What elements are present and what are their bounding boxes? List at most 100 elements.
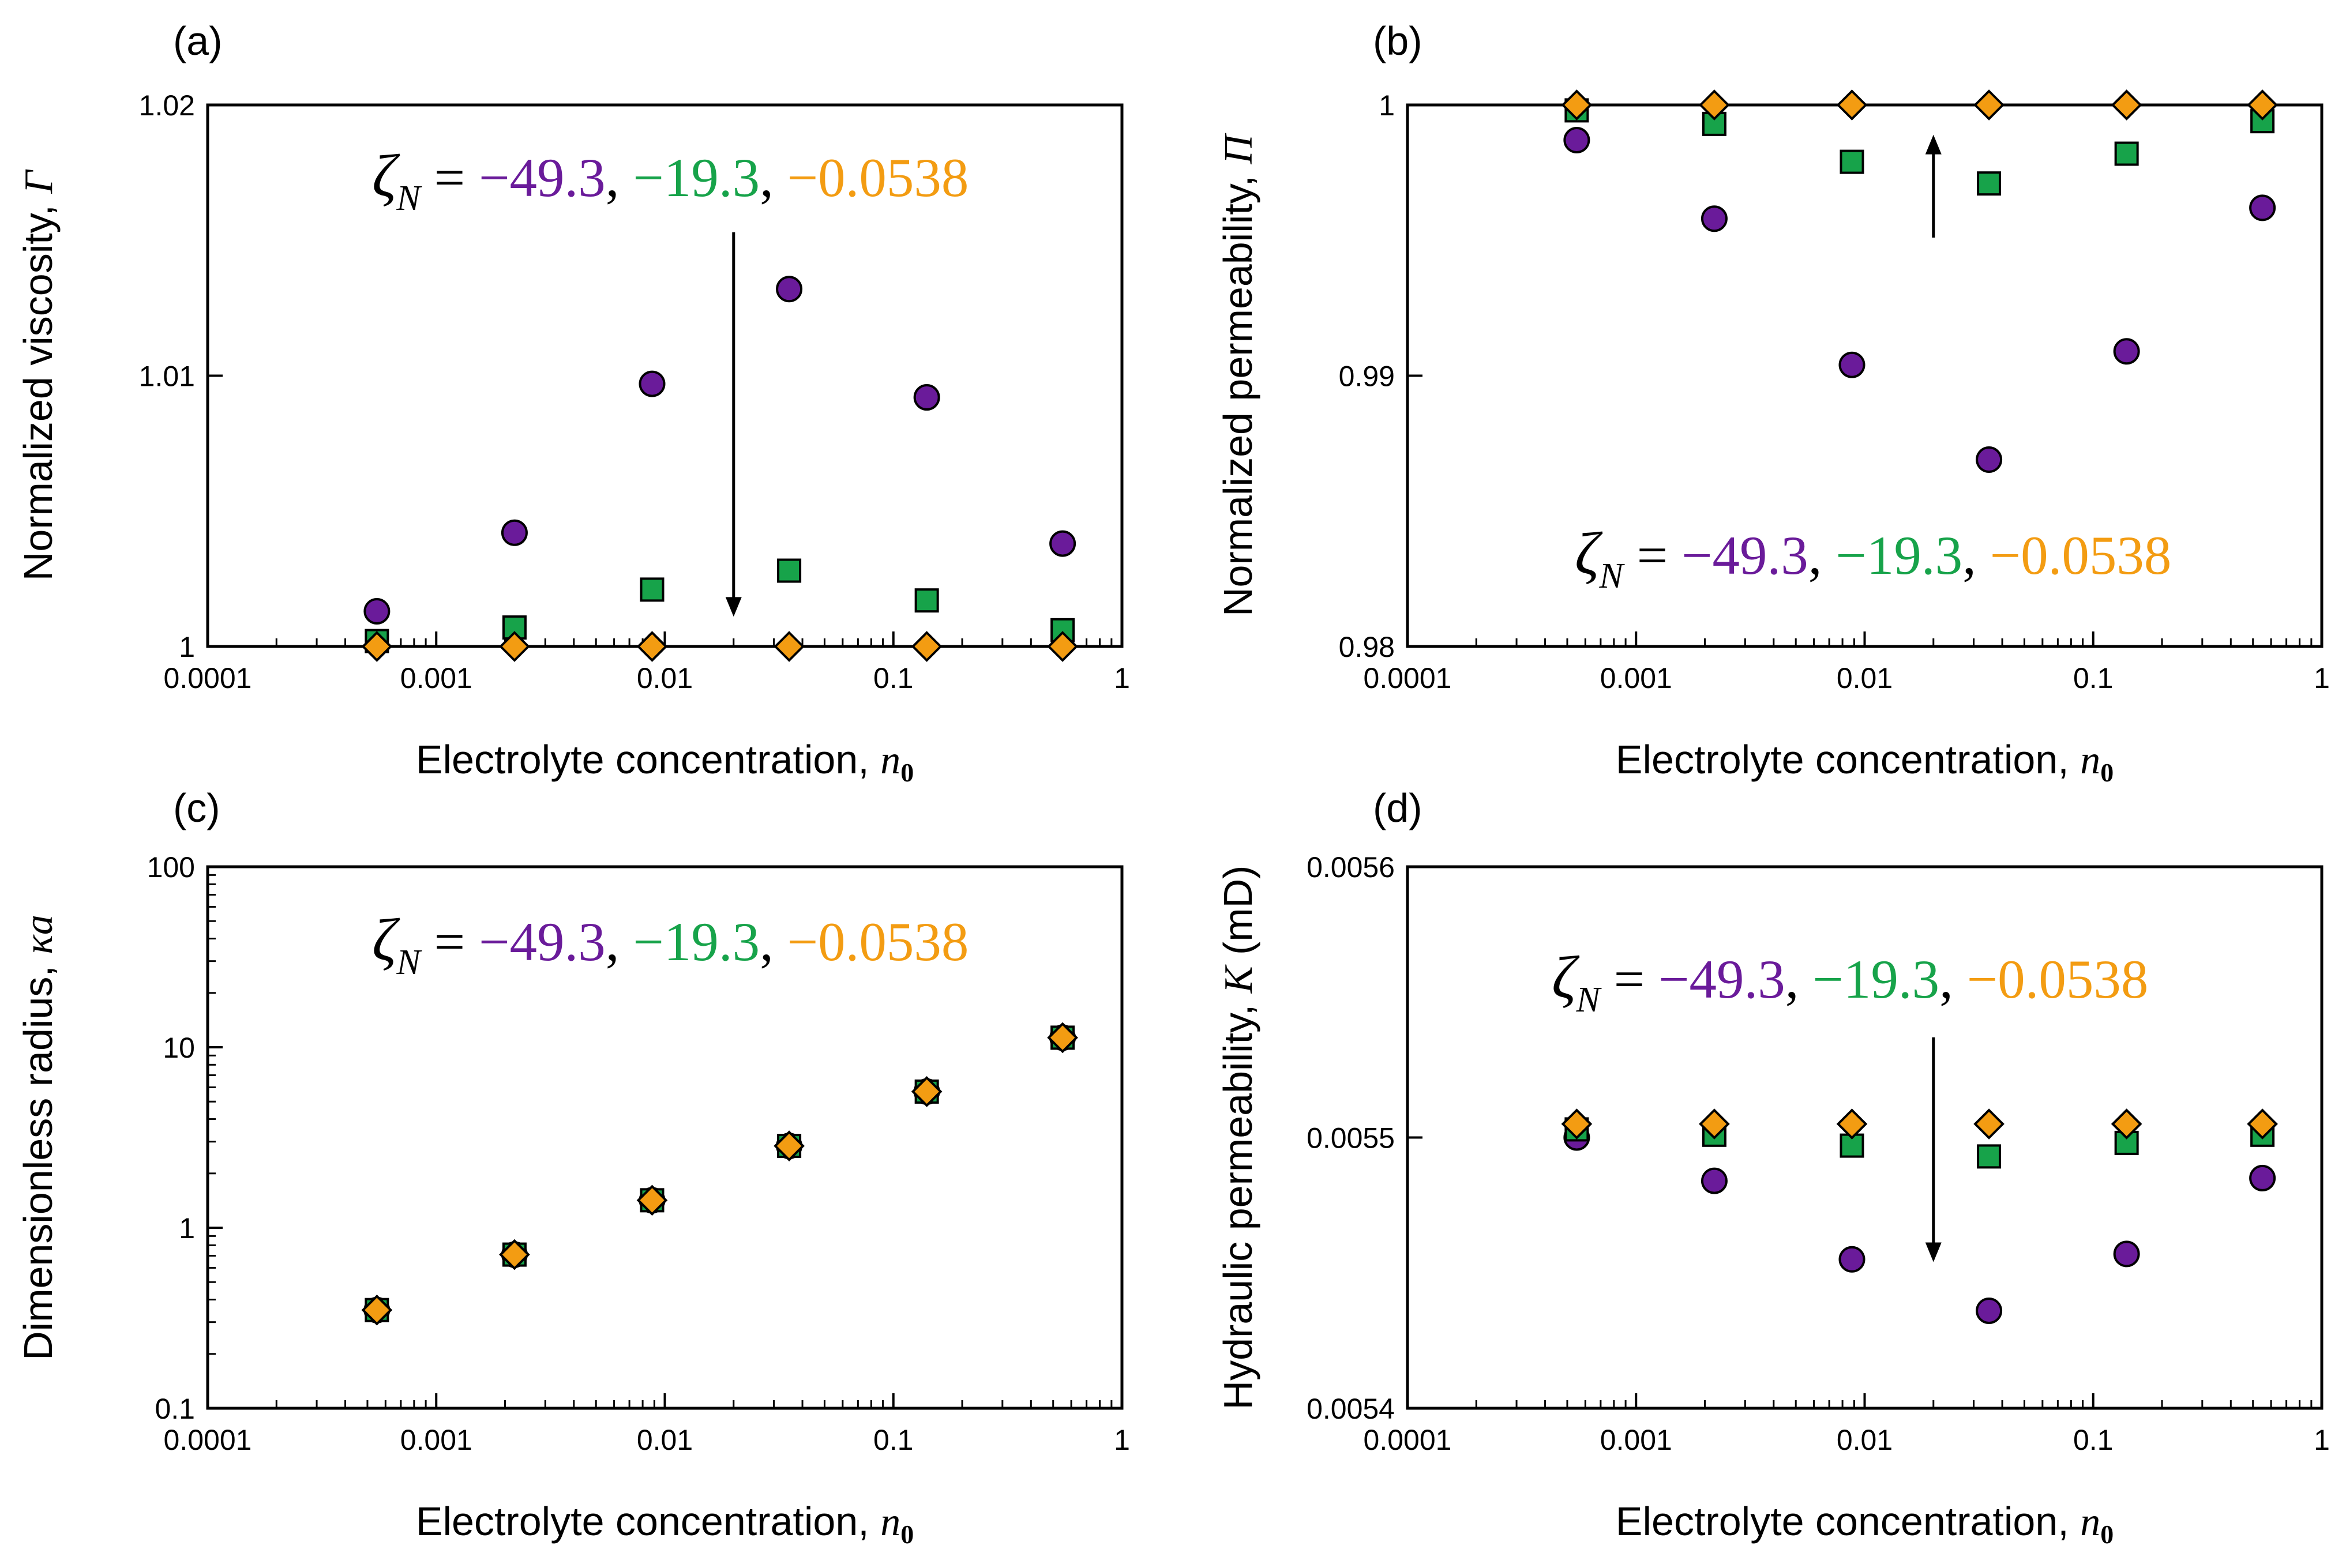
data-point-diamond xyxy=(2247,1108,2278,1140)
zeta-annotation: ζN = −49.3, −19.3, −0.0538 xyxy=(1575,520,2171,596)
data-point-diamond xyxy=(774,1130,805,1161)
y-tick-label: 1.01 xyxy=(139,360,195,393)
data-point-diamond xyxy=(361,631,393,662)
trend-arrow-head xyxy=(1925,1242,1942,1262)
data-point-diamond xyxy=(636,1185,668,1216)
data-point-diamond xyxy=(2247,89,2278,121)
data-point-circle xyxy=(1838,1246,1865,1273)
data-point-circle xyxy=(363,597,391,625)
y-axis-title: Normalized permeability, Π xyxy=(1215,133,1261,617)
data-point-diamond xyxy=(2111,89,2142,121)
panel-a: 0.0001 0.001 0.01 0.1 1 1 1.01 1.02 Electrolyte … xyxy=(16,18,1130,787)
trend-arrow-head xyxy=(725,597,742,617)
data-point-square xyxy=(640,577,665,602)
x-tick-label: 1 xyxy=(2314,662,2330,694)
x-axis-title: Electrolyte concentration, n0 xyxy=(416,1499,914,1549)
data-point-circle xyxy=(776,276,803,303)
panel-c: 0.0001 0.001 0.01 0.1 1 0.1 1 10 100 Electrolyte … xyxy=(16,785,1130,1549)
x-tick-label: 0.001 xyxy=(1600,1424,1672,1456)
y-tick-label: 1 xyxy=(1379,89,1395,122)
data-point-diamond xyxy=(911,631,943,662)
y-tick-label: 0.0054 xyxy=(1307,1393,1395,1425)
data-point-diamond xyxy=(499,631,530,662)
x-tick-label: 1 xyxy=(1114,662,1130,694)
data-point-diamond xyxy=(911,1076,943,1107)
data-point-diamond xyxy=(1047,631,1078,662)
y-tick-label: 0.1 xyxy=(155,1393,195,1425)
data-point-diamond xyxy=(774,631,805,662)
panel-label: (c) xyxy=(173,785,220,830)
y-tick-label: 10 xyxy=(163,1032,195,1064)
trend-arrow-head xyxy=(1925,134,1942,155)
data-point-diamond xyxy=(1973,1108,2005,1140)
y-axis-title: Hydraulic permeability, K (mD) xyxy=(1215,866,1261,1410)
x-axis-title: Electrolyte concentration, n0 xyxy=(1616,1499,2114,1549)
x-axis-title: Electrolyte concentration, n0 xyxy=(416,737,914,787)
y-tick-label: 0.98 xyxy=(1339,631,1395,663)
data-point-diamond xyxy=(1047,1022,1078,1054)
y-tick-label: 1.02 xyxy=(139,89,195,122)
y-tick-label: 1 xyxy=(179,631,195,663)
y-axis-title: Dimensionless radius, κa xyxy=(16,915,61,1360)
data-point-circle xyxy=(501,519,528,546)
x-tick-label: 0.1 xyxy=(2073,1424,2114,1456)
data-point-circle xyxy=(1976,446,2003,473)
data-point-circle xyxy=(2249,1164,2276,1191)
data-point-circle xyxy=(1701,205,1728,232)
x-tick-label: 0.001 xyxy=(400,662,472,694)
data-point-diamond xyxy=(1973,89,2005,121)
panel-label: (d) xyxy=(1373,785,1422,830)
x-tick-label: 0.1 xyxy=(2073,662,2114,694)
x-tick-label: 0.0001 xyxy=(1364,1424,1452,1456)
x-tick-label: 0.0001 xyxy=(164,662,252,694)
data-point-square xyxy=(1977,171,2002,196)
data-point-diamond xyxy=(1836,89,1868,121)
data-point-diamond xyxy=(361,1294,393,1326)
panel-label: (a) xyxy=(173,18,223,63)
y-tick-label: 1 xyxy=(179,1212,195,1244)
data-point-circle xyxy=(2113,338,2140,365)
x-axis-title: Electrolyte concentration, n0 xyxy=(1616,737,2114,787)
data-point-circle xyxy=(1563,127,1590,154)
data-point-diamond xyxy=(636,631,668,662)
panel-label: (b) xyxy=(1373,18,1422,63)
x-tick-label: 1 xyxy=(1114,1424,1130,1456)
data-point-circle xyxy=(1976,1297,2003,1324)
y-tick-label: 100 xyxy=(147,851,195,883)
x-tick-label: 0.1 xyxy=(873,662,914,694)
data-point-diamond xyxy=(1561,1108,1593,1140)
x-tick-label: 1 xyxy=(2314,1424,2330,1456)
x-tick-label: 0.01 xyxy=(1837,662,1893,694)
data-point-square xyxy=(914,588,939,613)
data-point-square xyxy=(1840,149,1864,174)
data-point-diamond xyxy=(2111,1108,2142,1140)
panel-d: 0.0001 0.001 0.01 0.1 1 0.0054 0.0055 0.0056 Ele… xyxy=(1215,785,2330,1549)
data-point-circle xyxy=(2249,194,2276,221)
x-tick-label: 0.0001 xyxy=(164,1424,252,1456)
data-point-square xyxy=(777,558,802,583)
data-point-diamond xyxy=(1836,1108,1868,1140)
y-tick-label: 0.0056 xyxy=(1307,851,1395,883)
zeta-annotation: ζN = −49.3, −19.3, −0.0538 xyxy=(372,142,969,218)
x-tick-label: 0.001 xyxy=(1600,662,1672,694)
y-tick-label: 0.0055 xyxy=(1307,1122,1395,1155)
zeta-annotation: ζN = −49.3, −19.3, −0.0538 xyxy=(372,906,969,982)
panel-b: 0.0001 0.001 0.01 0.1 1 0.98 0.99 1 Electrolyte … xyxy=(1215,18,2330,787)
y-axis-title: Normalized viscosity, Γ xyxy=(16,169,61,581)
x-tick-label: 0.001 xyxy=(400,1424,472,1456)
data-point-diamond xyxy=(1699,1108,1730,1140)
x-tick-label: 0.01 xyxy=(1837,1424,1893,1456)
data-point-square xyxy=(2114,141,2139,166)
data-point-circle xyxy=(1701,1167,1728,1194)
x-tick-label: 0.01 xyxy=(637,662,693,694)
data-point-circle xyxy=(1838,351,1865,378)
data-point-circle xyxy=(913,384,940,411)
data-point-diamond xyxy=(1699,89,1730,121)
y-tick-label: 0.99 xyxy=(1339,360,1395,393)
data-point-circle xyxy=(2113,1240,2140,1268)
zeta-annotation: ζN = −49.3, −19.3, −0.0538 xyxy=(1552,943,2148,1020)
x-tick-label: 0.1 xyxy=(873,1424,914,1456)
data-point-square xyxy=(1977,1144,2002,1169)
data-point-diamond xyxy=(499,1239,530,1270)
